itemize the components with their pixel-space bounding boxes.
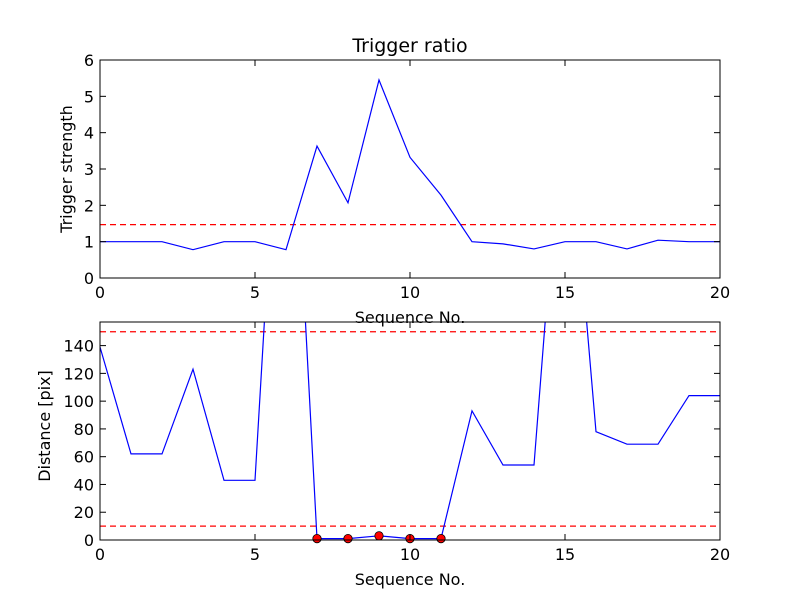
y-tick-label: 80 (74, 420, 94, 439)
x-tick-label: 20 (710, 545, 730, 564)
y-tick-label: 4 (84, 124, 94, 143)
y-tick-label: 100 (63, 392, 94, 411)
y-tick-label: 20 (74, 503, 94, 522)
y-tick-label: 1 (84, 233, 94, 252)
data-point-marker (374, 531, 384, 541)
y-tick-label: 5 (84, 87, 94, 106)
y-axis-label: Distance [pix] (35, 370, 54, 482)
y-tick-label: 0 (84, 269, 94, 288)
y-tick-label: 60 (74, 448, 94, 467)
x-tick-label: 10 (400, 545, 420, 564)
distance-plot: Sequence No. Distance [pix] 0 5 10 15 20 0 20 4… (35, 321, 730, 589)
y-tick-label: 6 (84, 51, 94, 70)
x-axis-label: Sequence No. (355, 570, 466, 589)
y-tick-label: 140 (63, 337, 94, 356)
y-axis-label: Trigger strength (57, 105, 76, 234)
x-tick-label: 5 (250, 545, 260, 564)
y-tick-label: 0 (84, 531, 94, 550)
x-tick-label: 0 (95, 545, 105, 564)
x-tick-label: 15 (555, 545, 575, 564)
y-tick-label: 120 (63, 364, 94, 383)
data-point-marker (343, 534, 353, 544)
x-tick-label: 10 (400, 283, 420, 302)
x-tick-label: 15 (555, 283, 575, 302)
y-tick-label: 3 (84, 160, 94, 179)
x-tick-label: 20 (710, 283, 730, 302)
y-tick-label: 40 (74, 475, 94, 494)
x-tick-label: 5 (250, 283, 260, 302)
data-point-marker (436, 534, 446, 544)
chart-title: Trigger ratio (351, 35, 467, 57)
series-line (100, 78, 720, 251)
data-point-marker (312, 534, 322, 544)
trigger-ratio-plot: Trigger ratio Sequence No. Trigger stren… (57, 35, 730, 327)
y-tick-label: 2 (84, 196, 94, 215)
x-tick-label: 0 (95, 283, 105, 302)
